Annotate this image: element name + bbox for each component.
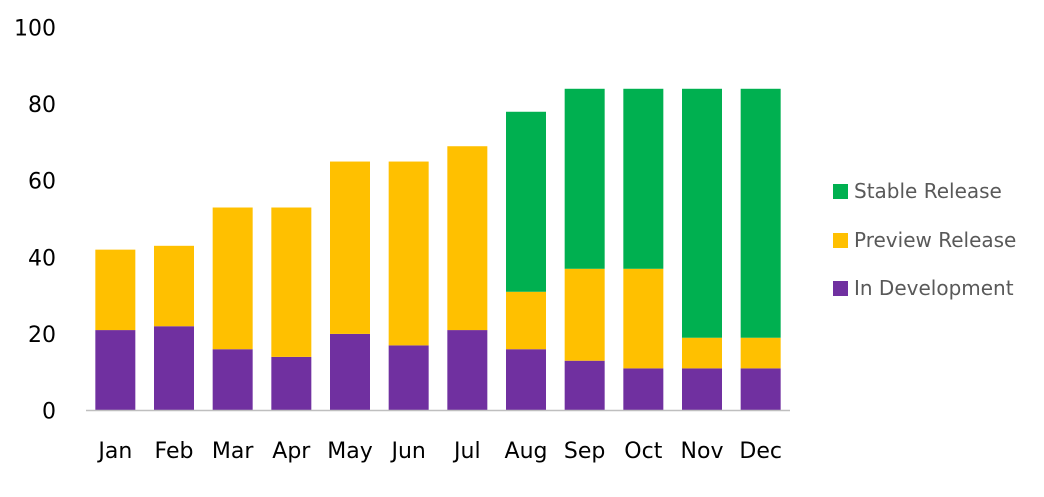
legend-label: Stable Release: [854, 179, 1002, 203]
bar-segment-in-development: [623, 368, 664, 411]
bar-segment-preview-release: [330, 161, 370, 334]
bar-segment-in-development: [682, 368, 722, 411]
x-axis-tick-labels: Jan Feb Mar Apr May Jun Jul Aug Sep Oct Nov Dec: [96, 439, 782, 464]
bars-group: [95, 88, 781, 411]
bar-segment-in-development: [154, 326, 194, 411]
bar-segment-preview-release: [212, 207, 253, 350]
y-tick-label: 20: [28, 323, 56, 348]
bar-segment-preview-release: [95, 249, 136, 331]
bar-segment-in-development: [447, 330, 488, 411]
x-tick-label: Feb: [155, 439, 194, 464]
x-tick-label: Nov: [681, 439, 724, 464]
legend-label: In Development: [854, 276, 1014, 300]
legend-swatch: [833, 233, 848, 248]
bar-segment-preview-release: [564, 268, 605, 361]
legend-item: Preview Release: [833, 228, 1016, 252]
x-tick-label: Jun: [389, 439, 425, 464]
bar-segment-in-development: [740, 368, 781, 411]
bar-segment-stable-release: [564, 88, 605, 269]
bar-segment-stable-release: [623, 88, 664, 269]
bar-segment-preview-release: [682, 337, 722, 369]
legend-item: In Development: [833, 276, 1014, 300]
y-axis-tick-labels: 0 20 40 60 80 100: [14, 17, 56, 425]
bar-segment-in-development: [271, 356, 312, 411]
bar-segment-in-development: [506, 349, 546, 411]
y-tick-label: 60: [28, 170, 56, 195]
legend-swatch: [833, 281, 848, 296]
bar-segment-preview-release: [271, 207, 312, 357]
bar-segment-in-development: [388, 345, 429, 411]
x-tick-label: Apr: [272, 439, 311, 464]
x-tick-label: Sep: [564, 439, 605, 464]
bar-segment-preview-release: [623, 268, 664, 369]
x-tick-label: Aug: [505, 439, 548, 464]
bar-segment-in-development: [95, 330, 136, 411]
y-tick-label: 80: [28, 93, 56, 118]
bar-segment-stable-release: [682, 88, 722, 338]
bar-segment-stable-release: [506, 111, 546, 292]
x-tick-label: Jul: [452, 439, 481, 464]
bar-segment-preview-release: [506, 291, 546, 350]
bar-segment-in-development: [564, 360, 605, 411]
y-tick-label: 0: [42, 400, 56, 425]
y-tick-label: 100: [14, 17, 56, 42]
bar-segment-in-development: [212, 349, 253, 411]
y-tick-label: 40: [28, 246, 56, 271]
bar-segment-in-development: [330, 333, 370, 411]
x-tick-label: Mar: [212, 439, 254, 464]
x-tick-label: Dec: [739, 439, 782, 464]
legend-item: Stable Release: [833, 179, 1002, 203]
legend-label: Preview Release: [854, 228, 1016, 252]
bar-segment-preview-release: [388, 161, 429, 346]
bar-segment-preview-release: [447, 146, 488, 331]
x-tick-label: Oct: [624, 439, 662, 464]
x-tick-label: Jan: [96, 439, 132, 464]
legend-swatch: [833, 184, 848, 199]
legend: Stable Release Preview Release In Developm…: [833, 179, 1016, 300]
x-tick-label: May: [327, 439, 372, 464]
bar-segment-stable-release: [740, 88, 781, 338]
bar-segment-preview-release: [154, 245, 194, 327]
bar-segment-preview-release: [740, 337, 781, 369]
